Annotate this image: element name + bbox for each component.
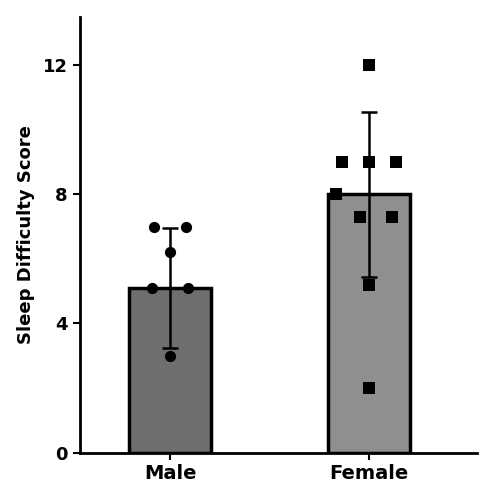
Point: [365, 158, 373, 166]
Bar: [328, 194, 410, 452]
Point: [338, 158, 346, 166]
Y-axis label: Sleep Difficulty Score: Sleep Difficulty Score: [17, 125, 35, 344]
Point: [182, 222, 190, 230]
Point: [365, 384, 373, 392]
Point: [332, 190, 340, 198]
Point: [148, 284, 156, 292]
Point: [184, 284, 192, 292]
Point: [392, 158, 400, 166]
Point: [365, 61, 373, 69]
Point: [388, 213, 396, 221]
Bar: [129, 288, 211, 452]
Point: [356, 213, 364, 221]
Point: [365, 280, 373, 288]
Point: [166, 248, 174, 256]
Point: [150, 222, 158, 230]
Point: [166, 352, 174, 360]
